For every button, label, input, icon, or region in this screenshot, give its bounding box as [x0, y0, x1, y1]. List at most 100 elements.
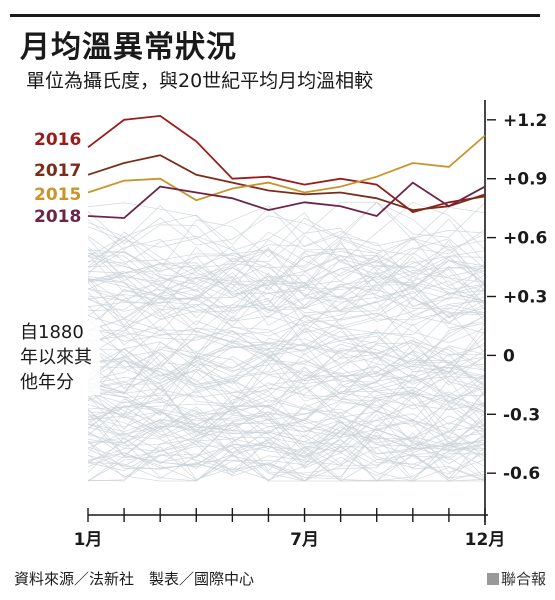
other-year-line	[87, 431, 486, 481]
other-year-line	[87, 363, 486, 422]
other-year-line	[87, 238, 486, 291]
title-rule	[10, 14, 540, 17]
other-year-line	[87, 240, 486, 300]
other-year-line	[87, 436, 486, 482]
y-tick-label: -0.3	[503, 405, 540, 425]
other-year-line	[87, 219, 486, 263]
other-years-label: 自1880年以來其他年分	[20, 320, 100, 395]
chart-title: 月均溫異常狀況	[20, 30, 237, 65]
other-year-line	[87, 255, 486, 318]
y-tick-label: 0	[503, 346, 515, 366]
other-year-line	[87, 409, 486, 469]
other-year-line	[87, 438, 486, 482]
other-year-line	[87, 391, 486, 446]
series-line-2016	[87, 114, 486, 214]
other-year-line	[87, 404, 486, 461]
other-year-line	[87, 415, 486, 459]
x-tick-label: 12月	[465, 530, 506, 550]
other-year-line	[87, 346, 486, 397]
other-year-line	[87, 450, 486, 482]
series-label-2018: 2018	[34, 207, 81, 227]
other-year-line	[87, 255, 486, 312]
series-line-2017	[87, 154, 486, 212]
other-year-line	[87, 435, 486, 482]
other-year-line	[87, 246, 486, 311]
other-year-line	[87, 339, 486, 382]
other-year-line	[87, 254, 486, 311]
footer: 資料來源／法新社 製表／國際中心 聯合報	[14, 566, 546, 592]
other-year-line	[87, 235, 486, 284]
other-year-line	[87, 238, 486, 292]
other-year-line	[87, 235, 486, 300]
other-year-line	[87, 403, 486, 467]
other-year-line	[87, 272, 486, 327]
other-year-line	[87, 282, 486, 333]
other-year-line	[87, 298, 486, 367]
other-year-line	[87, 251, 486, 320]
series-label-2016: 2016	[34, 130, 81, 150]
other-year-line	[87, 441, 486, 482]
other-year-line	[87, 276, 486, 326]
brand-name: 聯合報	[500, 570, 546, 588]
other-year-line	[87, 377, 486, 433]
other-year-line	[87, 239, 486, 295]
other-year-line	[87, 235, 486, 287]
brand-logo-icon	[486, 573, 499, 585]
other-year-line	[87, 310, 486, 359]
y-tick-label: +0.9	[503, 170, 547, 190]
other-year-line	[87, 343, 486, 406]
other-year-line	[87, 201, 486, 264]
x-tick-label: 7月	[290, 530, 319, 550]
other-year-line	[87, 382, 486, 445]
other-year-line	[87, 316, 486, 369]
other-year-line	[87, 335, 486, 389]
other-year-line	[87, 441, 486, 482]
other-year-line	[87, 362, 486, 422]
other-year-line	[87, 347, 486, 402]
other-year-line	[87, 363, 486, 415]
other-year-line	[87, 390, 486, 438]
other-year-line	[87, 300, 486, 352]
x-tick-label: 1月	[74, 530, 103, 550]
series-line-2018	[87, 181, 486, 219]
other-year-line	[87, 399, 486, 456]
other-year-line	[87, 412, 486, 454]
other-year-line	[87, 405, 486, 466]
other-year-line	[87, 353, 486, 397]
other-year-line	[87, 332, 486, 398]
y-tick-label: +1.2	[503, 111, 547, 131]
other-year-line	[87, 229, 486, 277]
other-year-line	[87, 264, 486, 302]
y-tick-label: -0.6	[503, 464, 540, 484]
other-year-line	[87, 422, 486, 461]
other-year-line	[87, 280, 486, 334]
y-tick-label: +0.6	[503, 229, 547, 249]
other-year-line	[87, 326, 486, 372]
other-year-line	[87, 296, 486, 326]
other-year-line	[87, 282, 486, 337]
other-year-line	[87, 322, 486, 380]
other-year-line	[87, 201, 486, 246]
chart-subtitle: 單位為攝氏度，與20世紀平均月均溫相較	[26, 70, 374, 92]
other-year-line	[87, 409, 486, 453]
other-year-line	[87, 368, 486, 419]
other-year-line	[87, 444, 486, 482]
series-line-2015	[87, 134, 486, 202]
other-year-line	[87, 356, 486, 386]
other-year-line	[87, 236, 486, 294]
other-year-line	[87, 440, 486, 482]
source-credit: 資料來源／法新社 製表／國際中心	[14, 570, 255, 588]
series-label-2017: 2017	[34, 161, 81, 181]
series-label-2015: 2015	[34, 185, 81, 205]
y-tick-label: +0.3	[503, 288, 547, 308]
other-year-line	[87, 272, 486, 334]
brand: 聯合報	[486, 568, 546, 589]
other-year-line	[87, 359, 486, 405]
other-year-line	[87, 386, 486, 438]
other-year-line	[87, 422, 486, 480]
other-year-line	[87, 327, 486, 386]
other-year-line	[87, 304, 486, 359]
other-year-line	[87, 201, 486, 252]
other-year-line	[87, 236, 486, 302]
